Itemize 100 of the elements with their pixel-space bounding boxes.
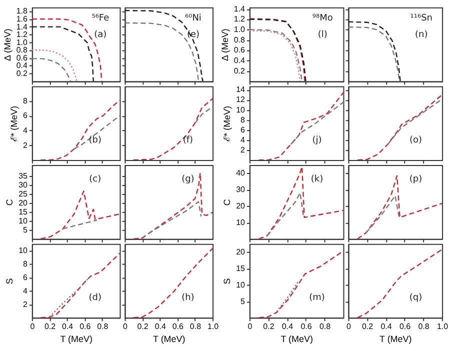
annotation: ⁵⁶Fe <box>92 14 110 24</box>
y-tick-label: 0.4 <box>234 56 246 66</box>
x-tick-label: 0.8 <box>97 322 109 332</box>
y-tick-label: 1.4 <box>234 4 246 14</box>
annotation: (g) <box>182 174 194 184</box>
annotation: (j) <box>312 135 322 146</box>
annotation: (o) <box>410 135 422 146</box>
x-tick-label: 0.4 <box>62 322 74 332</box>
y-axis-title: ℰ* (MeV) <box>222 106 232 142</box>
y-axis-title: C <box>4 198 15 206</box>
annotation: ⁹⁸Mo <box>312 14 333 24</box>
y-tick-label: 1.0 <box>234 25 246 34</box>
y-tick-label: 2 <box>23 140 28 150</box>
y-axis-title: S <box>4 278 15 284</box>
x-tick-label: 0.8 <box>190 322 202 332</box>
y-tick-label: 0.8 <box>234 35 246 44</box>
x-tick-label: 0.6 <box>399 322 412 332</box>
line-series <box>32 58 72 82</box>
line-series <box>290 102 344 146</box>
y-tick-label: 8 <box>23 259 28 268</box>
line-series <box>258 250 344 318</box>
x-tick-label: 0.4 <box>154 322 166 332</box>
y-tick-label: 1.2 <box>16 30 28 40</box>
y-axis-title: Δ (MeV) <box>220 28 230 61</box>
y-tick-label: 1.6 <box>16 14 28 24</box>
line-series <box>258 166 344 239</box>
y-tick-label: 6 <box>23 111 28 120</box>
y-tick-label: 5 <box>23 225 28 234</box>
x-tick-label: 0.4 <box>282 322 294 332</box>
x-axis-title: T (MeV) <box>153 334 186 344</box>
annotation: (m) <box>309 293 325 303</box>
y-tick-label: 1.2 <box>234 14 246 24</box>
y-tick-label: 6 <box>240 125 246 134</box>
x-tick-label: 0.8 <box>418 322 430 332</box>
annotation: (q) <box>409 293 422 303</box>
line-series <box>40 252 120 318</box>
y-tick-label: 0.6 <box>234 46 246 55</box>
y-tick-label: 0.6 <box>16 53 28 62</box>
y-tick-label: 10 <box>236 105 246 114</box>
annotation: ¹¹⁶Sn <box>410 14 432 24</box>
y-tick-label: 0.2 <box>234 66 246 76</box>
y-tick-label: 2 <box>240 145 246 154</box>
annotation: (n) <box>415 30 428 40</box>
annotation: (k) <box>310 174 324 184</box>
x-tick-label: 0.8 <box>319 322 332 332</box>
y-axis-title: ℰ* (MeV) <box>9 106 20 142</box>
y-tick-label: 14 <box>236 85 246 94</box>
x-tick-label: 0.6 <box>80 322 92 332</box>
line-series <box>32 50 78 82</box>
x-tick-label: 0.2 <box>137 322 149 332</box>
y-tick-label: 8 <box>240 115 246 124</box>
y-tick-label: 8 <box>23 96 28 106</box>
y-tick-label: 4 <box>23 286 28 296</box>
y-axis-title: C <box>222 198 232 206</box>
y-axis-title: Δ (MeV) <box>2 28 12 61</box>
y-tick-label: 30 <box>236 185 246 194</box>
y-tick-label: 1.4 <box>16 22 28 32</box>
x-tick-label: 0 <box>248 322 253 332</box>
y-tick-label: 12 <box>236 95 246 104</box>
x-tick-label: 0 <box>30 322 36 332</box>
x-tick-label: 0.2 <box>263 322 275 332</box>
x-tick-label: 0.4 <box>380 322 392 332</box>
y-tick-label: 10 <box>236 280 246 290</box>
annotation: (p) <box>409 174 422 184</box>
annotation: (l) <box>318 30 328 40</box>
annotation: (e) <box>186 30 200 40</box>
x-tick-label: 0.2 <box>362 322 374 332</box>
annotation: (h) <box>182 293 194 303</box>
annotation: (b) <box>88 135 102 146</box>
x-axis-title: T (MeV) <box>280 334 313 344</box>
y-tick-label: 40 <box>236 168 246 178</box>
x-tick-label: 0.6 <box>300 322 312 332</box>
annotation: (c) <box>89 174 102 184</box>
y-tick-label: 15 <box>236 264 246 273</box>
y-tick-label: 10 <box>18 246 28 256</box>
line-series <box>48 275 92 318</box>
y-tick-label: 20 <box>18 198 28 208</box>
x-tick-label: 1.0 <box>207 322 220 332</box>
y-tick-label: 20 <box>236 248 246 257</box>
x-tick-label: 0 <box>123 322 128 332</box>
y-tick-label: 10 <box>18 216 28 226</box>
annotation: ⁶⁰Ni <box>185 14 202 24</box>
y-tick-label: 5 <box>240 296 246 306</box>
y-tick-label: 4 <box>23 126 28 135</box>
line-series <box>40 190 120 239</box>
x-tick-label: 0.6 <box>172 322 184 332</box>
y-tick-label: 25 <box>18 189 28 198</box>
line-series <box>32 26 94 82</box>
y-axis-title: S <box>222 278 232 284</box>
y-tick-label: 15 <box>18 207 28 216</box>
y-tick-label: 0.8 <box>16 46 28 55</box>
y-tick-label: 4 <box>240 135 246 144</box>
y-tick-label: 0.2 <box>16 68 28 78</box>
y-tick-label: 10 <box>236 218 246 227</box>
y-tick-label: 6 <box>23 272 28 282</box>
annotation: (d) <box>88 293 102 303</box>
annotation: (a) <box>94 30 107 40</box>
y-tick-label: 1.8 <box>16 6 28 16</box>
x-tick-label: 0 <box>346 322 352 332</box>
x-axis-title: T (MeV) <box>380 334 412 344</box>
